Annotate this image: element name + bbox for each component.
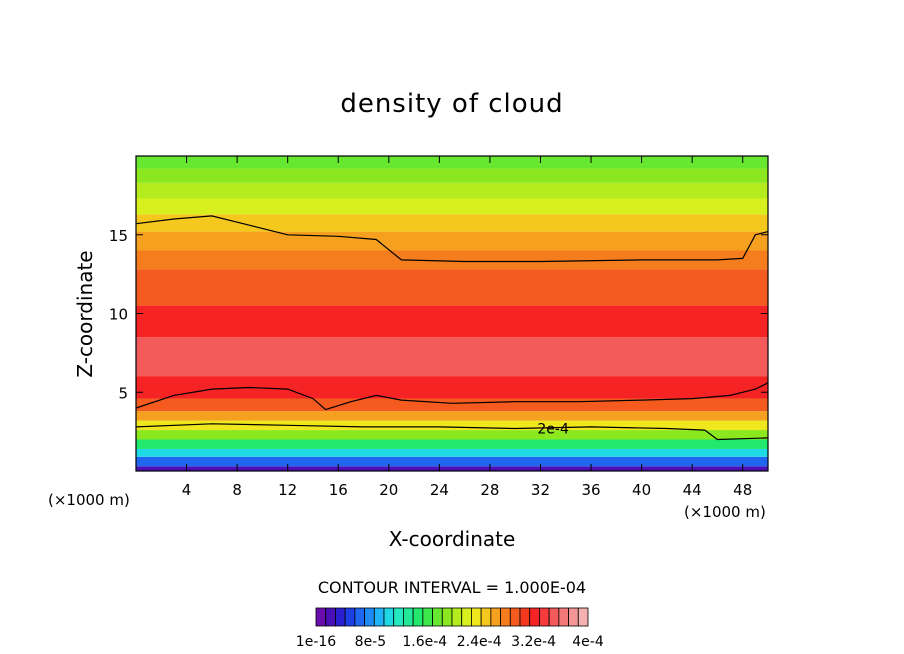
colorbar — [315, 607, 589, 627]
colorbar-swatch — [403, 607, 414, 627]
colorbar-swatch — [432, 607, 443, 627]
colorbar-label: 4e-4 — [572, 634, 604, 650]
x-tick-label: 40 — [632, 481, 651, 499]
x-tick-label: 4 — [182, 481, 192, 499]
colorbar-swatch — [500, 607, 511, 627]
colorbar-swatch — [412, 607, 424, 627]
x-axis-title: X-coordinate — [389, 527, 516, 551]
colorbar-labels: 1e-16 8e-5 1.6e-4 2.4e-4 3.2e-4 4e-4 — [296, 634, 604, 650]
colorbar-swatch — [441, 607, 453, 627]
y-tick-label: 15 — [109, 227, 128, 245]
colorbar-swatch — [548, 607, 560, 627]
contour-interval: CONTOUR INTERVAL = 1.000E-04 — [318, 578, 586, 597]
x-tick-label: 48 — [733, 481, 752, 499]
colorbar-swatch — [471, 607, 482, 627]
colorbar-swatch — [451, 607, 463, 627]
colorbar-swatch — [490, 607, 501, 627]
colorbar-swatch — [354, 607, 365, 627]
field-band — [136, 411, 768, 421]
colorbar-swatch — [325, 607, 336, 627]
field-band — [136, 214, 768, 232]
y-axis: 5 10 15 — [109, 227, 768, 402]
x-tick-label: 24 — [430, 481, 449, 499]
colorbar-swatch — [461, 607, 472, 627]
colorbar-swatch — [480, 607, 492, 627]
y-axis-title: Z-coordinate — [73, 250, 97, 377]
colorbar-swatch — [529, 607, 540, 627]
field-band — [136, 420, 768, 431]
colorbar-label: 1.6e-4 — [402, 634, 447, 650]
field-band — [136, 456, 768, 467]
field-band — [136, 439, 768, 449]
x-tick-label: 44 — [683, 481, 702, 499]
colorbar-swatch — [315, 607, 327, 627]
x-tick-label: 16 — [329, 481, 348, 499]
contour-line — [135, 382, 769, 411]
colorbar-label: 8e-5 — [355, 634, 386, 650]
field-band — [136, 168, 768, 183]
field-band — [136, 156, 768, 169]
plot-area: 2e-4 — [135, 155, 769, 472]
x-unit-label: (×1000 m) — [48, 491, 130, 509]
colorbar-swatch — [509, 607, 521, 627]
colorbar-swatch — [558, 607, 569, 627]
field-band — [136, 198, 768, 215]
y-tick-label: 10 — [109, 306, 128, 324]
colorbar-swatch — [344, 607, 356, 627]
field-band — [136, 398, 768, 412]
x-tick-label: 12 — [278, 481, 297, 499]
colorbar-swatch — [577, 607, 589, 627]
colorbar-swatch — [568, 607, 579, 627]
colorbar-swatch — [539, 607, 550, 627]
field-band — [136, 231, 768, 251]
colorbar-label: 1e-16 — [296, 634, 336, 650]
contour-line — [135, 423, 769, 441]
colorbar-label: 3.2e-4 — [511, 634, 556, 650]
contour-label: 2e-4 — [537, 421, 569, 437]
field-band — [136, 430, 768, 440]
x-tick-label: 20 — [379, 481, 398, 499]
x-unit-label-right: (×1000 m) — [684, 503, 766, 521]
field-band — [136, 376, 768, 399]
x-axis: 4 8 12 16 20 24 28 32 36 40 44 48 — [182, 156, 752, 499]
field-band — [136, 305, 768, 338]
x-tick-label: 36 — [581, 481, 600, 499]
colorbar-swatch — [519, 607, 531, 627]
field-band — [136, 250, 768, 270]
x-tick-label: 8 — [232, 481, 242, 499]
chart-title: density of cloud — [340, 89, 563, 119]
colorbar-swatch — [364, 607, 375, 627]
colorbar-swatch — [383, 607, 395, 627]
field-band — [136, 448, 768, 457]
field-band — [136, 466, 768, 471]
x-tick-label: 32 — [531, 481, 550, 499]
colorbar-swatch — [393, 607, 404, 627]
y-tick-label: 5 — [118, 384, 128, 402]
colorbar-swatch — [335, 607, 346, 627]
field-band — [136, 269, 768, 306]
colorbar-swatch — [373, 607, 385, 627]
x-tick-label: 28 — [480, 481, 499, 499]
contour-line — [135, 215, 769, 263]
colorbar-label: 2.4e-4 — [457, 634, 502, 650]
field-band — [136, 182, 768, 199]
field-band — [136, 337, 768, 377]
colorbar-swatch — [422, 607, 433, 627]
